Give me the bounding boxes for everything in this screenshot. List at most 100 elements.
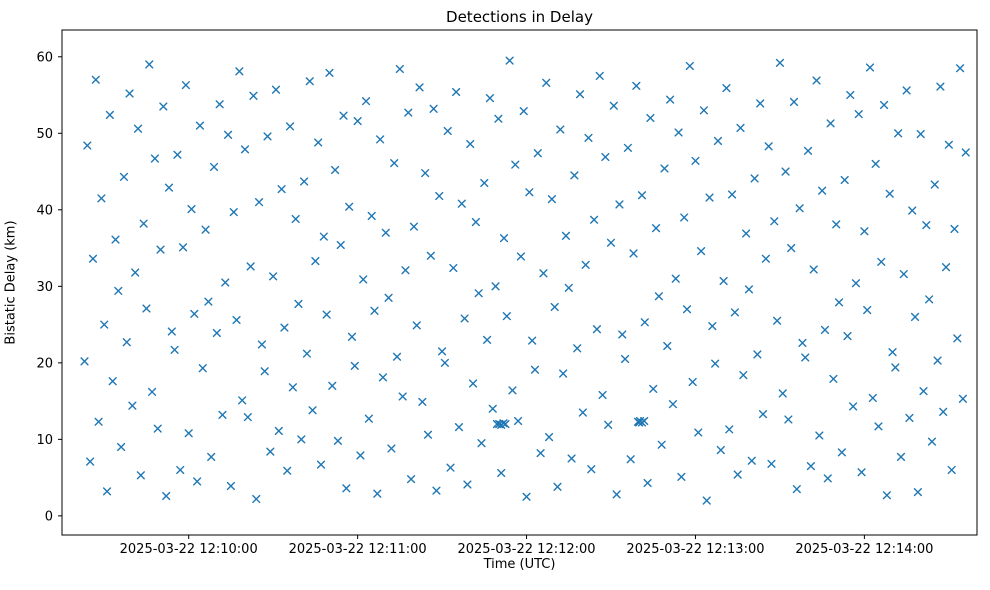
data-point	[359, 275, 368, 284]
data-point	[94, 417, 103, 426]
data-point	[809, 265, 818, 274]
data-point	[601, 152, 610, 162]
data-point	[153, 424, 162, 433]
data-point	[497, 468, 506, 478]
data-point	[815, 431, 824, 440]
data-point	[356, 451, 365, 460]
data-point	[573, 344, 582, 353]
data-point	[449, 263, 458, 273]
data-point	[677, 472, 686, 481]
data-point	[240, 145, 250, 154]
data-point	[761, 254, 770, 263]
data-point	[685, 61, 694, 71]
data-point	[939, 407, 948, 416]
data-point	[787, 243, 796, 253]
data-point	[201, 225, 210, 234]
data-point	[131, 268, 140, 277]
data-point	[224, 130, 233, 139]
data-point	[925, 295, 934, 304]
data-point	[322, 310, 331, 319]
data-point	[511, 160, 520, 169]
data-point	[820, 325, 830, 335]
data-point	[843, 331, 852, 341]
data-point	[452, 87, 461, 97]
data-point	[530, 365, 540, 374]
data-point	[629, 249, 638, 258]
data-point	[404, 108, 413, 117]
data-point	[378, 373, 388, 382]
data-point	[300, 177, 309, 186]
data-point	[156, 245, 165, 254]
data-point	[620, 354, 630, 364]
data-point	[398, 392, 407, 401]
data-point	[260, 367, 269, 376]
data-point	[435, 191, 444, 201]
data-point	[285, 122, 295, 131]
data-point	[361, 97, 371, 106]
data-point	[908, 206, 917, 215]
chart-title: Detections in Delay	[446, 8, 593, 26]
data-point	[730, 308, 739, 317]
data-point	[105, 110, 114, 120]
data-point	[181, 80, 190, 90]
data-point	[615, 200, 624, 209]
data-point	[522, 492, 531, 501]
data-point	[142, 304, 151, 313]
data-point	[443, 126, 452, 136]
data-point	[874, 422, 883, 431]
data-point	[226, 481, 236, 491]
data-point	[547, 194, 556, 204]
data-point	[401, 266, 410, 275]
data-point	[266, 447, 275, 456]
data-point	[319, 232, 328, 241]
data-point	[742, 229, 751, 238]
data-point	[623, 143, 632, 152]
data-point	[767, 459, 776, 468]
data-point	[851, 279, 861, 288]
data-point	[922, 221, 931, 230]
data-point	[173, 150, 182, 159]
data-point	[637, 191, 647, 200]
data-point	[956, 64, 965, 73]
data-point	[894, 129, 903, 138]
data-point	[209, 162, 219, 172]
data-point	[350, 361, 359, 371]
data-point	[193, 477, 202, 486]
data-point	[818, 186, 827, 195]
data-point	[381, 228, 390, 237]
data-point	[561, 231, 571, 240]
data-point	[119, 172, 129, 182]
data-point	[316, 460, 326, 469]
data-point	[578, 408, 587, 417]
data-point	[232, 315, 241, 325]
data-point	[773, 316, 782, 325]
data-point	[722, 84, 731, 93]
data-point	[466, 139, 475, 149]
data-point	[646, 113, 655, 123]
data-point	[111, 235, 120, 244]
data-point	[961, 148, 970, 157]
data-point	[688, 377, 697, 387]
data-point	[840, 175, 849, 185]
data-point	[958, 394, 968, 403]
data-point	[882, 491, 892, 500]
data-point	[533, 149, 542, 158]
data-point	[553, 482, 562, 491]
data-point	[415, 83, 424, 92]
data-point	[612, 490, 621, 499]
data-point	[663, 341, 672, 351]
data-point	[750, 174, 759, 183]
data-point	[125, 89, 134, 98]
data-point	[345, 202, 354, 211]
data-point	[936, 82, 945, 91]
data-point	[626, 455, 635, 464]
data-point	[764, 142, 773, 151]
data-point	[559, 369, 568, 378]
data-point	[885, 189, 894, 198]
data-point	[539, 269, 548, 278]
data-point	[339, 111, 348, 120]
data-point	[392, 352, 402, 361]
data-point	[390, 159, 399, 168]
data-point	[277, 185, 286, 194]
